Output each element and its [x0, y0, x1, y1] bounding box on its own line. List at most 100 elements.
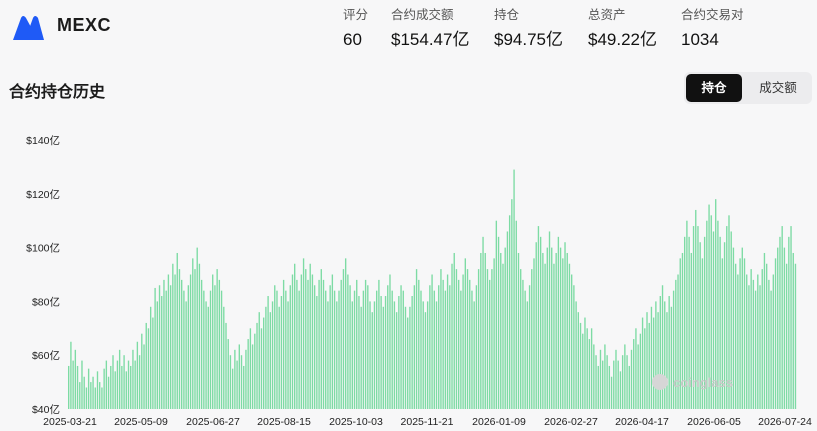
bar: [568, 263, 571, 409]
bar: [238, 344, 240, 409]
stat-label: 评分: [343, 8, 369, 22]
bar: [200, 279, 203, 409]
bar: [320, 269, 322, 409]
y-tick-label: $80亿: [32, 295, 60, 308]
bar: [606, 355, 608, 409]
x-tick-label: 2025-06-27: [186, 416, 240, 428]
bar: [551, 247, 553, 409]
x-axis: 2025-03-21 2025-05-09 2025-06-27 2025-08-15…: [43, 416, 812, 428]
bar: [548, 231, 551, 409]
bar: [792, 252, 794, 409]
bar: [466, 269, 469, 409]
bar: [289, 285, 291, 409]
bar: [220, 290, 223, 409]
bar: [734, 263, 737, 409]
bar: [608, 365, 611, 409]
stat-value: $94.75亿: [494, 30, 563, 49]
bar: [382, 306, 385, 409]
bar: [187, 285, 190, 409]
bar: [85, 387, 88, 409]
bar: [176, 252, 178, 409]
bar: [254, 333, 256, 409]
bar: [110, 365, 112, 409]
bar: [544, 263, 546, 409]
bar: [147, 328, 150, 409]
toggle-volume[interactable]: 成交额: [759, 81, 797, 95]
x-tick-label: 2026-07-24: [758, 416, 812, 428]
stat-rating: 评分 60: [343, 7, 368, 51]
bar: [302, 258, 305, 409]
bar: [364, 279, 367, 409]
bar: [457, 279, 460, 409]
bar: [424, 312, 427, 409]
bar: [739, 258, 741, 409]
bar: [154, 287, 156, 409]
bar: [362, 290, 365, 409]
bar: [628, 365, 630, 409]
bar: [74, 349, 77, 409]
bar: [469, 279, 471, 409]
bar: [167, 274, 170, 409]
bar: [234, 349, 236, 409]
bar: [752, 279, 755, 409]
bar: [681, 252, 684, 409]
bar: [517, 252, 520, 409]
bar: [639, 333, 642, 409]
bar: [125, 371, 127, 409]
x-tick-label: 2025-05-09: [114, 416, 168, 428]
bar: [721, 258, 724, 409]
bar: [247, 339, 249, 409]
bar: [376, 290, 378, 409]
stat-pairs: 合约交易对 1034: [681, 7, 744, 51]
bar: [309, 263, 311, 409]
bar: [588, 339, 591, 409]
bar: [539, 236, 542, 409]
bar: [683, 236, 686, 409]
bar: [633, 339, 635, 409]
x-tick-label: 2025-10-03: [329, 416, 383, 428]
bar: [464, 258, 466, 409]
bar: [493, 258, 495, 409]
bar: [719, 236, 721, 409]
bar: [590, 328, 593, 409]
bar: [699, 242, 701, 409]
bar: [535, 242, 537, 409]
bar: [231, 368, 234, 409]
bar: [635, 328, 637, 409]
bar: [790, 226, 792, 409]
bar: [402, 290, 404, 409]
bar: [726, 226, 728, 409]
bars: [68, 169, 797, 409]
bar: [489, 279, 491, 409]
bar: [475, 285, 478, 409]
bar: [342, 269, 345, 409]
bar: [371, 312, 373, 409]
watermark-icon: [652, 374, 668, 390]
bar: [426, 301, 429, 409]
bar: [81, 360, 83, 409]
bar: [325, 290, 327, 409]
x-tick-label: 2025-11-21: [401, 416, 454, 428]
bar: [118, 349, 121, 409]
bar: [276, 290, 278, 409]
stat-open-interest: 持仓 $94.75亿: [494, 7, 563, 51]
bar: [149, 306, 152, 409]
bar: [218, 279, 221, 409]
bar: [358, 296, 360, 409]
bar: [555, 252, 557, 409]
bar: [595, 355, 597, 409]
bar: [579, 322, 582, 409]
bar: [495, 220, 498, 409]
toggle-open-interest[interactable]: 持仓: [686, 74, 742, 102]
bar: [107, 376, 110, 409]
bar: [138, 355, 141, 409]
bar: [194, 269, 196, 409]
bar: [602, 360, 604, 409]
bar: [68, 365, 70, 409]
bar: [546, 247, 548, 409]
bar: [349, 285, 351, 409]
bar: [788, 236, 790, 409]
bar: [294, 263, 296, 409]
bar: [134, 360, 136, 409]
bar: [553, 263, 555, 409]
